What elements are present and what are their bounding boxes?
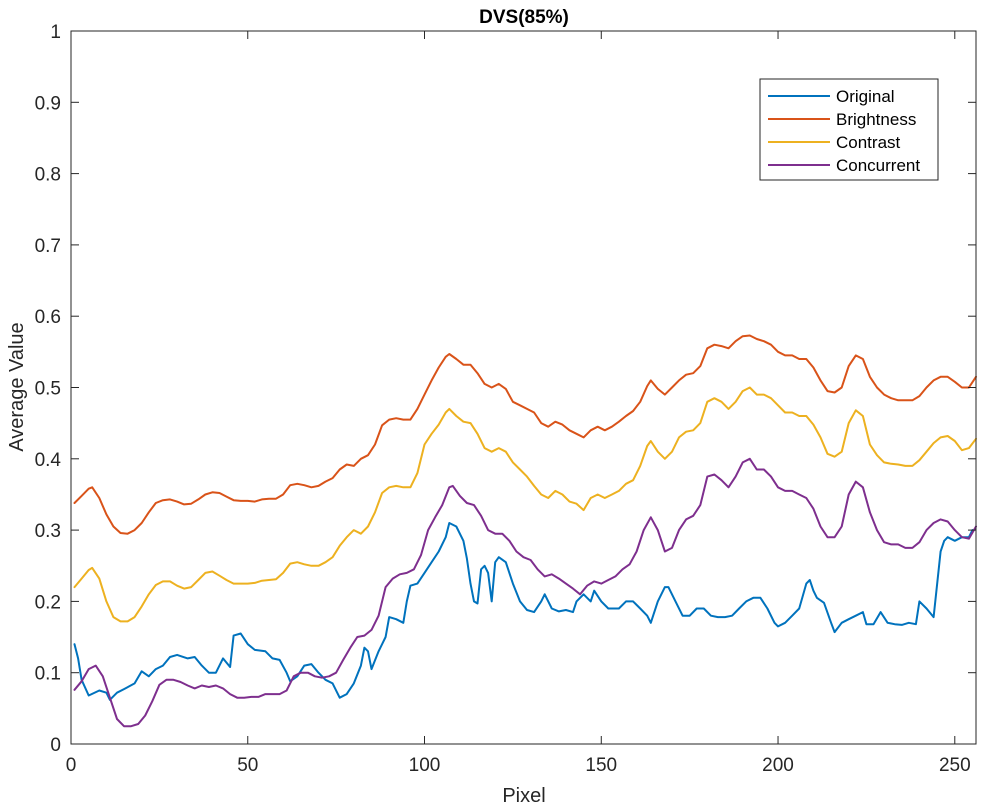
legend-label-brightness: Brightness — [836, 110, 916, 129]
y-tick-label: 0 — [50, 735, 61, 756]
y-axis-label: Average Value — [6, 322, 28, 451]
x-tick-label: 0 — [66, 755, 77, 776]
x-tick-label: 50 — [237, 755, 258, 776]
series-line-original — [73, 522, 974, 701]
x-tick-label: 100 — [409, 755, 441, 776]
y-tick-label: 0.8 — [35, 165, 61, 186]
x-tick-label: 250 — [939, 755, 971, 776]
y-tick-label: 0.5 — [35, 379, 61, 400]
legend-label-contrast: Contrast — [836, 133, 901, 152]
x-tick-label: 200 — [762, 755, 794, 776]
y-tick-label: 0.1 — [35, 664, 61, 685]
legend-label-concurrent: Concurrent — [836, 156, 920, 175]
legend: Original Brightness Contrast Concurrent — [759, 78, 939, 181]
y-tick-label: 1 — [50, 22, 61, 43]
y-axis-ticks: 0 0.1 0.2 0.3 0.4 0.5 0.6 0.7 0.8 0.9 1 — [35, 22, 976, 756]
series-layer — [73, 334, 977, 728]
y-tick-label: 0.2 — [35, 592, 61, 613]
series-line-concurrent — [73, 457, 977, 728]
y-tick-label: 0.7 — [35, 236, 61, 257]
y-tick-label: 0.6 — [35, 307, 61, 328]
y-tick-label: 0.3 — [35, 521, 61, 542]
y-tick-label: 0.9 — [35, 93, 61, 114]
y-tick-label: 0.4 — [35, 450, 62, 471]
x-tick-label: 150 — [585, 755, 617, 776]
x-axis-ticks: 0 50 100 150 200 250 — [66, 31, 971, 776]
legend-items: Original Brightness Contrast Concurrent — [768, 87, 920, 175]
legend-label-original: Original — [836, 87, 895, 106]
series-line-contrast — [73, 386, 977, 623]
series-line-brightness — [73, 334, 977, 535]
x-axis-label: Pixel — [502, 785, 545, 807]
chart-title: DVS(85%) — [479, 7, 569, 28]
plot-area: 0 50 100 150 200 250 0 0.1 0.2 0.3 0.4 0.5 0.6 0.7 0.… — [35, 22, 977, 776]
